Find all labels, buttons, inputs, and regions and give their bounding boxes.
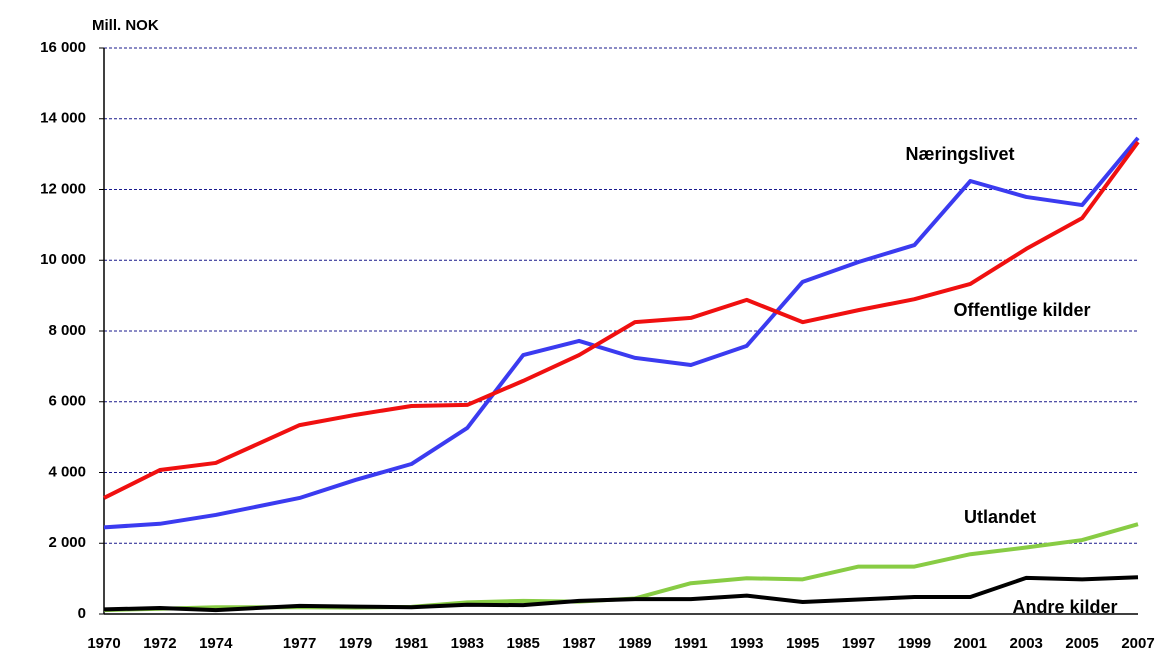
y-axis-label: Mill. NOK [92, 17, 159, 34]
y-tick-label: 14 000 [40, 110, 86, 127]
x-tick-label: 1981 [395, 635, 428, 652]
y-tick-label: 4 000 [48, 463, 86, 480]
x-tick-label: 1987 [562, 635, 595, 652]
x-tick-label: 1970 [87, 635, 120, 652]
x-tick-label: 1985 [507, 635, 540, 652]
y-tick-label: 10 000 [40, 251, 86, 268]
x-tick-label: 1999 [898, 635, 931, 652]
y-tick-label: 6 000 [48, 393, 86, 410]
y-tick-label: 2 000 [48, 534, 86, 551]
series-line [103, 136, 1140, 530]
x-tick-label: 1997 [842, 635, 875, 652]
x-tick-label: 1977 [283, 635, 316, 652]
series-label: Andre kilder [1012, 597, 1117, 617]
x-tick-label: 2007 [1121, 635, 1154, 652]
series-label: Offentlige kilder [953, 300, 1090, 320]
y-tick-label: 16 000 [40, 39, 86, 56]
series-line [103, 140, 1140, 500]
x-tick-label: 1979 [339, 635, 372, 652]
series-line [103, 575, 1139, 613]
x-tick-label: 2003 [1010, 635, 1043, 652]
x-tick-label: 1974 [199, 635, 233, 652]
series-label: Næringslivet [905, 144, 1014, 164]
x-tick-label: 2005 [1065, 635, 1098, 652]
series-line [103, 522, 1139, 613]
y-tick-label: 12 000 [40, 180, 86, 197]
series-label: Utlandet [964, 507, 1036, 527]
x-tick-label: 1983 [451, 635, 484, 652]
x-tick-label: 1993 [730, 635, 763, 652]
y-tick-label: 0 [78, 605, 86, 622]
y-tick-label: 8 000 [48, 322, 86, 339]
x-tick-label: 1991 [674, 635, 707, 652]
x-tick-label: 1995 [786, 635, 819, 652]
x-tick-label: 1972 [143, 635, 176, 652]
x-tick-label: 1989 [618, 635, 651, 652]
x-tick-label: 2001 [954, 635, 987, 652]
